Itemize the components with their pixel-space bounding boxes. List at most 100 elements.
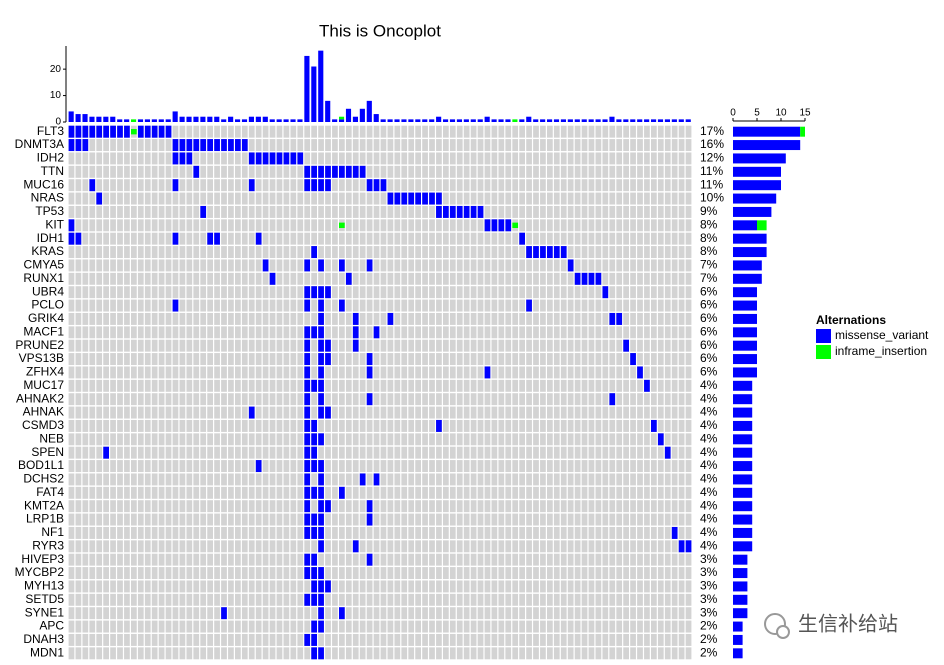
empty-cell <box>470 486 477 499</box>
empty-cell <box>547 259 553 272</box>
empty-cell <box>484 419 491 432</box>
sample-bar <box>117 119 123 122</box>
empty-cell <box>241 272 248 285</box>
empty-cell <box>408 593 415 606</box>
empty-cell <box>89 593 96 606</box>
empty-cell <box>82 393 89 406</box>
empty-cell <box>484 326 491 339</box>
empty-cell <box>443 192 449 205</box>
empty-cell <box>283 179 290 192</box>
empty-cell <box>290 219 297 232</box>
empty-cell <box>547 486 553 499</box>
empty-cell <box>470 259 477 272</box>
empty-cell <box>560 500 567 513</box>
empty-cell <box>526 607 532 620</box>
empty-cell <box>574 633 581 646</box>
mutation-cell <box>339 259 345 272</box>
empty-cell <box>241 312 248 325</box>
empty-cell <box>110 366 116 379</box>
empty-cell <box>415 419 421 432</box>
empty-cell <box>228 446 234 459</box>
empty-cell <box>82 339 89 352</box>
mutation-cell <box>262 152 269 165</box>
empty-cell <box>491 540 498 553</box>
empty-cell <box>158 647 165 660</box>
empty-cell <box>200 567 207 580</box>
empty-cell <box>547 419 553 432</box>
empty-cell <box>339 379 345 392</box>
empty-cell <box>463 259 470 272</box>
empty-cell <box>387 379 394 392</box>
empty-cell <box>297 540 304 553</box>
empty-cell <box>103 286 109 299</box>
empty-cell <box>158 259 165 272</box>
empty-cell <box>373 246 380 259</box>
empty-cell <box>332 259 338 272</box>
empty-cell <box>137 580 144 593</box>
empty-cell <box>498 433 505 446</box>
empty-cell <box>644 540 650 553</box>
empty-cell <box>221 419 227 432</box>
empty-cell <box>221 192 227 205</box>
empty-cell <box>165 540 172 553</box>
empty-cell <box>498 460 505 473</box>
empty-cell <box>623 259 629 272</box>
empty-cell <box>540 633 546 646</box>
gene-bar <box>733 648 743 659</box>
empty-cell <box>574 526 581 539</box>
empty-cell <box>429 540 435 553</box>
empty-cell <box>616 125 623 138</box>
empty-cell <box>519 567 525 580</box>
empty-cell <box>651 647 657 660</box>
empty-cell <box>124 205 130 218</box>
empty-cell <box>290 419 297 432</box>
empty-cell <box>366 205 373 218</box>
gene-bar <box>733 474 753 485</box>
empty-cell <box>359 446 366 459</box>
empty-cell <box>172 286 179 299</box>
empty-cell <box>117 312 123 325</box>
empty-cell <box>131 500 137 513</box>
empty-cell <box>387 593 394 606</box>
empty-cell <box>193 593 200 606</box>
empty-cell <box>560 433 567 446</box>
empty-cell <box>332 593 338 606</box>
empty-cell <box>484 232 491 245</box>
empty-cell <box>685 607 692 620</box>
empty-cell <box>657 419 664 432</box>
empty-cell <box>553 339 560 352</box>
gene-bar <box>733 568 748 579</box>
empty-cell <box>567 379 574 392</box>
empty-cell <box>657 312 664 325</box>
empty-cell <box>519 486 525 499</box>
sample-bar <box>484 116 490 122</box>
empty-cell <box>470 379 477 392</box>
empty-cell <box>131 366 137 379</box>
empty-cell <box>574 406 581 419</box>
empty-cell <box>443 406 449 419</box>
empty-cell <box>449 125 456 138</box>
empty-cell <box>269 299 276 312</box>
empty-cell <box>422 593 428 606</box>
mutation-cell <box>144 125 151 138</box>
empty-cell <box>325 393 331 406</box>
empty-cell <box>595 299 602 312</box>
empty-cell <box>269 593 276 606</box>
empty-cell <box>366 272 373 285</box>
empty-cell <box>644 567 650 580</box>
mutation-cell <box>339 299 345 312</box>
empty-cell <box>172 580 179 593</box>
empty-cell <box>470 593 477 606</box>
empty-cell <box>131 272 137 285</box>
empty-cell <box>262 647 269 660</box>
empty-cell <box>512 259 519 272</box>
empty-cell <box>491 339 498 352</box>
empty-cell <box>276 553 283 566</box>
empty-cell <box>276 406 283 419</box>
empty-cell <box>380 219 387 232</box>
empty-cell <box>560 393 567 406</box>
empty-cell <box>436 486 442 499</box>
empty-cell <box>68 312 75 325</box>
sample-bar <box>325 100 331 122</box>
mutation-cell <box>373 473 380 486</box>
